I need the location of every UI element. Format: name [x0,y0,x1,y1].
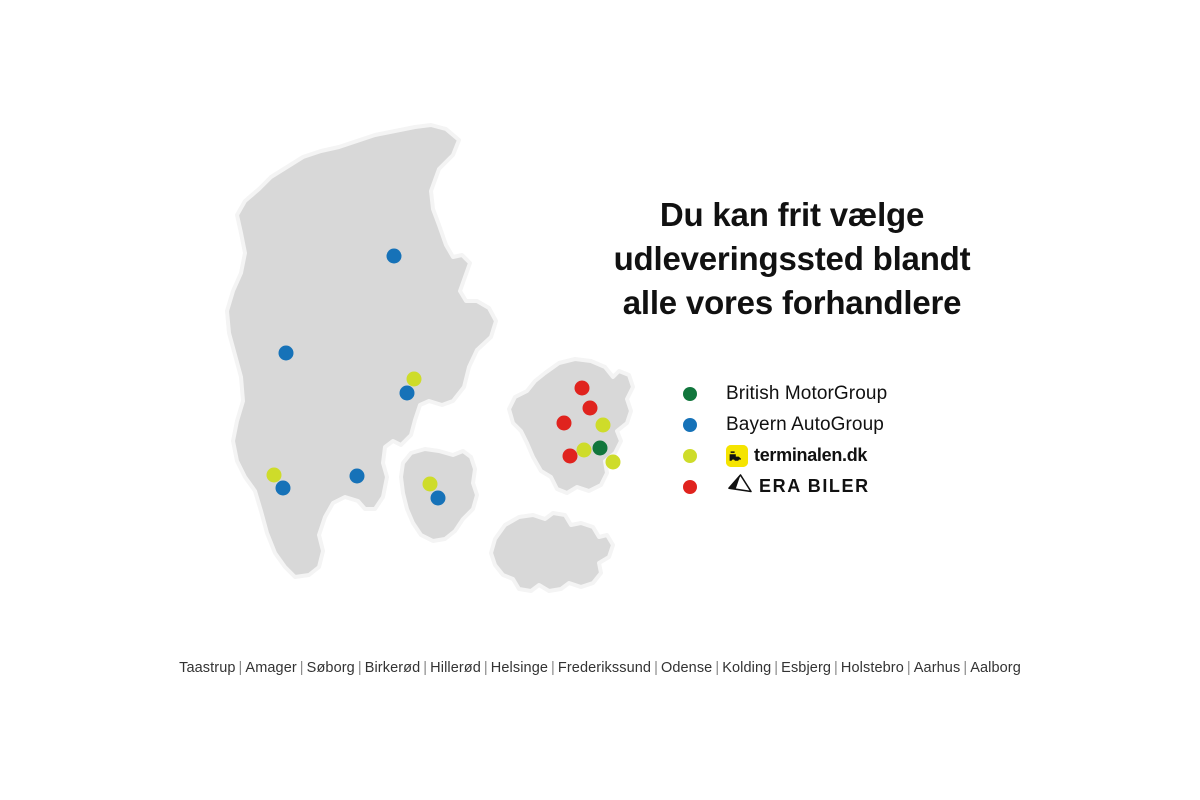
map-marker-kolding[interactable] [349,468,365,484]
legend-dot-red [683,479,697,494]
page-title: Du kan frit vælge udleveringssted blandt… [592,193,992,325]
city-list: Taastrup | Amager | Søborg | Birkerød | Hillerød… [0,660,1200,676]
city-name-taastrup: Taastrup [179,660,236,676]
region-sjaelland [507,357,635,495]
denmark-map-svg [225,123,635,593]
map-marker-frederikssund[interactable] [556,415,572,431]
headline-line-2: udleveringssted blandt [613,240,971,277]
map-marker-hiller-d[interactable] [582,400,598,416]
city-name-aarhus: Aarhus [913,660,961,676]
terminalen-logo: terminalen.dk [726,444,867,468]
map-marker-taastrup[interactable] [576,442,592,458]
city-name-birker-d: Birkerød [364,660,421,676]
city-separator: | [551,660,555,676]
map-marker-aarhus[interactable] [406,371,422,387]
legend-item-terminalen[interactable]: terminalen.dk [683,440,1013,471]
era-triangle-icon [726,472,754,501]
city-name-hiller-d: Hillerød [430,660,481,676]
headline-line-1: Du kan frit vælge [659,196,925,233]
legend-dot-blue [683,417,697,432]
map-marker-odense[interactable] [430,490,446,506]
city-name-odense: Odense [660,660,713,676]
map-marker-layer [266,248,621,506]
city-separator: | [654,660,658,676]
city-name-esbjerg: Esbjerg [781,660,832,676]
city-separator: | [963,660,968,676]
map-marker-helsinge[interactable] [574,380,590,396]
city-name-frederikssund: Frederikssund [557,660,652,676]
city-separator: | [774,660,779,676]
legend-item-british-motorgroup[interactable]: British MotorGroup [683,378,1013,409]
legend-item-bayern-autogroup[interactable]: Bayern AutoGroup [683,409,1013,440]
map-marker-amager[interactable] [605,454,621,470]
legend-label-british-motorgroup: British MotorGroup [726,382,888,404]
city-separator: | [299,660,304,676]
city-name-kolding: Kolding [722,660,772,676]
city-name-amager: Amager [245,660,297,676]
legend-dot-yellow-green [683,448,697,463]
city-name-helsinge: Helsinge [490,660,549,676]
city-separator: | [906,660,911,676]
region-jylland [225,123,498,579]
city-separator: | [715,660,720,676]
city-name-aalborg: Aalborg [970,660,1021,676]
city-name-holstebro: Holstebro [840,660,904,676]
map-marker-esbjerg[interactable] [275,480,291,496]
headline-line-3: alle vores forhandlere [622,284,962,321]
city-separator: | [483,660,488,676]
map-marker-taastrup[interactable] [562,448,578,464]
terminalen-truck-icon [726,444,748,467]
map-marker-s-borg[interactable] [592,440,608,456]
map-marker-aarhus[interactable] [399,385,415,401]
city-separator: | [423,660,428,676]
city-separator: | [238,660,243,676]
map-marker-esbjerg[interactable] [266,467,282,483]
city-name-s-borg: Søborg [306,660,355,676]
brand-legend: British MotorGroup Bayern AutoGroup te [683,378,1013,502]
map-marker-odense[interactable] [422,476,438,492]
era-biler-wordmark: ERA BILER [759,476,870,496]
legend-item-era-biler[interactable]: ERA BILER [683,471,1013,502]
map-marker-holstebro[interactable] [278,345,294,361]
map-marker-birker-d[interactable] [595,417,611,433]
legend-label-bayern-autogroup: Bayern AutoGroup [726,413,884,435]
city-separator: | [834,660,838,676]
denmark-map [215,105,645,635]
map-marker-aalborg[interactable] [386,248,402,264]
region-lolland-falster [489,511,615,593]
legend-dot-green [683,386,697,401]
era-biler-logo: ERA BILER [726,472,870,501]
terminalen-wordmark: terminalen.dk [754,445,868,465]
city-separator: | [357,660,362,676]
